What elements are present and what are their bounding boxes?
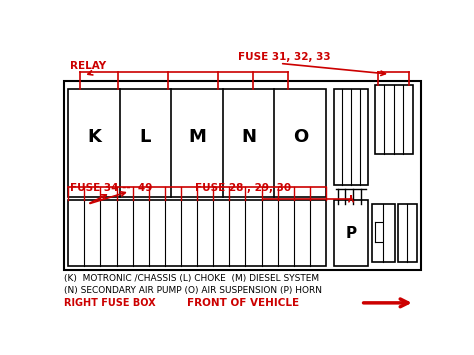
Bar [334, 89, 368, 185]
Text: K: K [87, 128, 101, 146]
Text: FUSE 28 , 29, 30: FUSE 28 , 29, 30 [195, 183, 292, 193]
Text: FUSE 31, 32, 33: FUSE 31, 32, 33 [237, 52, 330, 62]
Text: (K)  MOTRONIC /CHASSIS (L) CHOKE  (M) DIESEL SYSTEM: (K) MOTRONIC /CHASSIS (L) CHOKE (M) DIES… [64, 274, 319, 283]
Text: FRONT OF VEHICLE: FRONT OF VEHICLE [188, 298, 300, 308]
Bar [68, 201, 326, 266]
Bar [68, 89, 326, 197]
Bar [64, 81, 421, 270]
Text: O: O [292, 128, 308, 146]
Text: RELAY: RELAY [70, 61, 106, 71]
Bar [372, 204, 395, 262]
Text: M: M [188, 128, 206, 146]
Text: FUSE 34 --  49: FUSE 34 -- 49 [70, 183, 152, 193]
Text: (N) SECONDARY AIR PUMP (O) AIR SUSPENSION (P) HORN: (N) SECONDARY AIR PUMP (O) AIR SUSPENSIO… [64, 286, 322, 295]
Text: P: P [346, 226, 356, 241]
Text: N: N [241, 128, 256, 146]
Text: L: L [140, 128, 151, 146]
Bar [334, 201, 368, 266]
Bar [374, 85, 413, 154]
Bar [398, 204, 417, 262]
Text: RIGHT FUSE BOX: RIGHT FUSE BOX [64, 298, 156, 308]
